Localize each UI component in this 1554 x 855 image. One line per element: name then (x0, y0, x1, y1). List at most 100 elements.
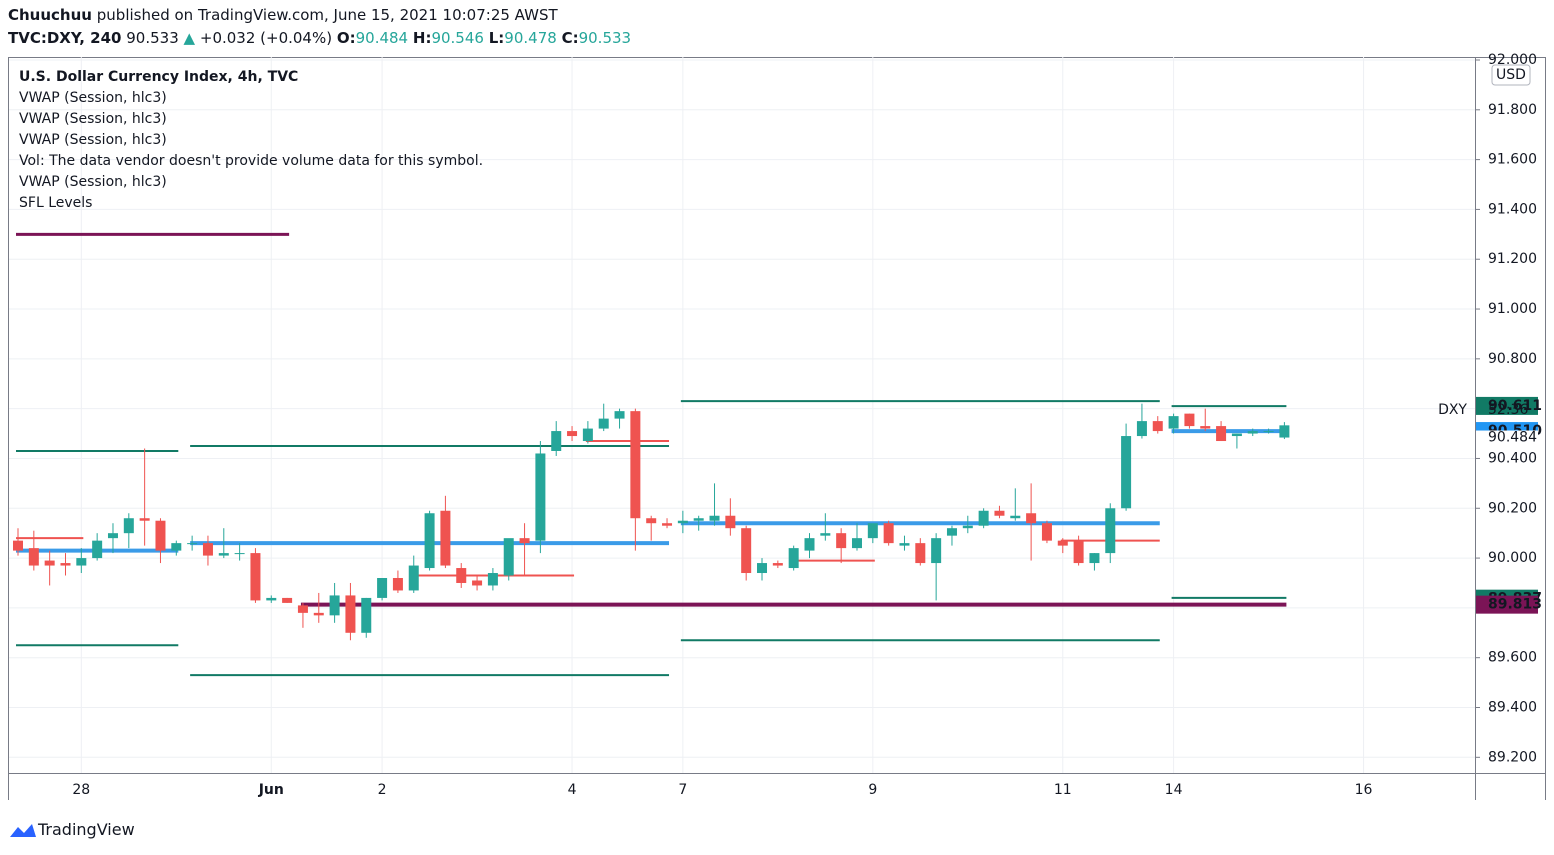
x-tick-label: 14 (1165, 782, 1183, 798)
quote-line: TVC:DXY, 240 90.533 ▲ +0.032 (+0.04%) O:… (8, 29, 631, 47)
candle-body (1136, 421, 1147, 437)
candle-body (551, 431, 562, 451)
y-tick-label: 90.800 (1488, 351, 1537, 367)
price-tag-label: 90.484 (1488, 430, 1537, 446)
candle-body (377, 577, 388, 598)
candle-body (1279, 425, 1290, 438)
price-tag (1476, 595, 1538, 614)
logo (10, 823, 36, 837)
candle-body (582, 428, 593, 442)
y-tick-label: 90.400 (1488, 450, 1537, 466)
currency: USD (1496, 67, 1526, 83)
candle-body (1152, 421, 1163, 432)
published: published on TradingView.com, June 15, 2… (96, 6, 558, 24)
candle-body (725, 515, 736, 529)
candle-body (1010, 515, 1021, 519)
legend-item: VWAP (Session, hlc3) (19, 132, 167, 148)
y-tick-label: 91.600 (1488, 152, 1537, 168)
candle-body (60, 563, 71, 566)
c-label: C: (561, 29, 579, 47)
candle-body (978, 510, 989, 526)
candle-body (1231, 433, 1242, 437)
candle-body (883, 523, 894, 544)
candle-body (1073, 540, 1084, 564)
y-tick-label: 90.000 (1488, 550, 1537, 566)
y-tick-label: 90.200 (1488, 500, 1537, 516)
y-tick-label: 92.000 (1488, 52, 1537, 68)
candle-body (772, 563, 783, 566)
candle-body (408, 565, 419, 591)
price-tag-bg (1476, 430, 1538, 445)
o-label: O: (336, 29, 356, 47)
x-tick-label: 11 (1054, 782, 1072, 798)
publish-line: Chuuchuu published on TradingView.com, J… (8, 6, 558, 24)
y-tick-label: 89.400 (1488, 700, 1537, 716)
candle-body (1105, 508, 1116, 554)
candle-body (503, 538, 514, 576)
candle-body (757, 563, 768, 574)
change: +0.032 (+0.04%) (199, 29, 333, 47)
candle-body (250, 553, 261, 601)
candle-body (820, 533, 831, 536)
candle-body (329, 595, 340, 616)
candle-body (361, 597, 372, 633)
candle-body (614, 411, 625, 419)
candle-body (392, 577, 403, 591)
legend-item: VWAP (Session, hlc3) (19, 174, 167, 190)
candle-body (266, 597, 277, 601)
candle-body (630, 411, 641, 519)
candle-body (107, 533, 118, 539)
candle-body (171, 543, 182, 551)
symbol: TVC:DXY, 240 (8, 29, 122, 47)
candle-body (123, 518, 134, 534)
candle-body (202, 543, 213, 556)
candle-body (741, 528, 752, 574)
candle-body (867, 523, 878, 539)
candle-body (155, 520, 166, 551)
y-tick-label: 91.400 (1488, 201, 1537, 217)
candle-body (472, 580, 483, 586)
last: 90.533 (126, 29, 179, 47)
price-tag (1476, 396, 1538, 415)
x-tick-label: 7 (678, 782, 687, 798)
price-tag-label: 89.813 (1488, 597, 1542, 613)
candle-body (899, 543, 910, 546)
candle-body (1263, 431, 1274, 433)
candle-body (234, 553, 245, 555)
candle-body (519, 538, 530, 544)
price-tag-label: 90.611 (1488, 398, 1542, 414)
candle-body (788, 548, 799, 569)
symbol-tag: DXY (1438, 402, 1467, 418)
candle-body (1168, 416, 1179, 429)
frame (8, 57, 1546, 800)
candle-body (13, 540, 23, 551)
candle-body (1041, 523, 1052, 541)
chart: 89.20089.40089.60089.80090.00090.20090.4… (8, 52, 1546, 800)
candle-body (76, 558, 87, 566)
candle-body (662, 523, 673, 526)
candle-body (1089, 553, 1100, 564)
candle-body (1247, 431, 1258, 434)
currency-box (1491, 64, 1531, 86)
candle-body (456, 568, 467, 583)
candle-body (946, 528, 957, 536)
h-label: H: (412, 29, 432, 47)
legend-item: U.S. Dollar Currency Index, 4h, TVC (19, 69, 298, 85)
arrow: ▲ (183, 29, 196, 47)
candle-body (535, 453, 546, 541)
footer-text: TradingView (38, 820, 135, 839)
l-label: L: (488, 29, 505, 47)
x-tick-label: Jun (258, 782, 284, 798)
candle-body (962, 525, 973, 529)
y-tick-label: 91.800 (1488, 102, 1537, 118)
candle-body (424, 513, 435, 569)
y-tick-label: 91.200 (1488, 251, 1537, 267)
candle-body (440, 510, 451, 566)
legend-item: SFL Levels (19, 195, 92, 211)
candle-body (804, 538, 815, 551)
candle-body (1184, 413, 1195, 427)
x-tick-label: 4 (568, 782, 577, 798)
y-tick-label: 89.200 (1488, 749, 1537, 765)
legend-item: Vol: The data vendor doesn't provide vol… (19, 153, 483, 169)
candle-body (92, 540, 103, 559)
